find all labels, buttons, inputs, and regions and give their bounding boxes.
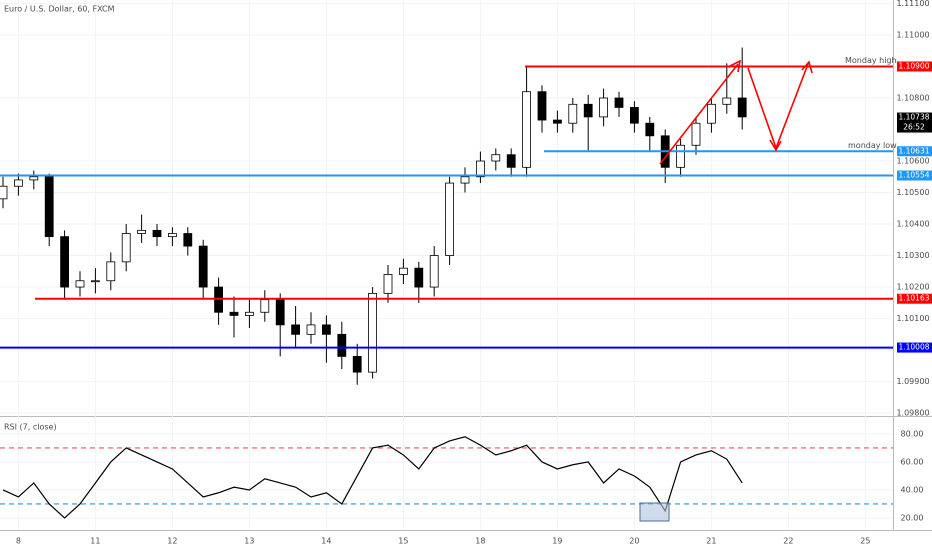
candle-body <box>306 324 316 335</box>
arrows <box>659 59 813 165</box>
candle-body <box>460 176 470 184</box>
rsi-tick-label: 80.00 <box>901 429 924 438</box>
candle-body <box>645 122 655 137</box>
candle-body <box>352 355 362 373</box>
x-tick-label: 18 <box>475 537 485 546</box>
candle-body <box>275 299 285 326</box>
candle-body <box>676 144 685 168</box>
x-tick-label: 12 <box>167 537 177 546</box>
candle-body <box>491 154 501 162</box>
level-tag <box>897 342 932 353</box>
rsi-line <box>2 436 743 519</box>
rsi-title: RSI (7, close) <box>4 423 57 432</box>
x-tick-label: 11 <box>90 537 100 546</box>
y-tick-label: 1.10800 <box>896 93 929 102</box>
y-tick-label: 1.10100 <box>896 314 929 323</box>
highlight-box <box>639 502 670 522</box>
candle-body <box>183 233 193 247</box>
x-tick-label: 14 <box>321 537 331 546</box>
level-tag <box>897 146 932 157</box>
rsi-tick-label: 20.00 <box>901 513 924 522</box>
y-tick-label: 1.10400 <box>896 220 929 229</box>
candle-body <box>198 245 208 288</box>
x-tick-label: 8 <box>16 537 21 546</box>
candle-body <box>106 261 116 282</box>
candle-body <box>614 97 624 108</box>
countdown-text: 26:52 <box>903 123 925 132</box>
candle-body <box>599 97 608 118</box>
candle-body <box>0 185 8 200</box>
x-tick-label: 19 <box>552 537 562 546</box>
candle-body <box>13 179 23 187</box>
candle-body <box>553 119 562 124</box>
rsi-tick-label: 40.00 <box>901 485 924 494</box>
candle-body <box>707 103 716 124</box>
candle-body <box>137 229 147 234</box>
candle-body <box>506 154 516 168</box>
candle-body <box>44 176 54 238</box>
level-tag <box>897 293 932 304</box>
y-tick-label: 1.10500 <box>896 188 929 197</box>
candle-body <box>737 97 747 118</box>
candle-body <box>537 91 547 121</box>
candle-body <box>383 274 393 294</box>
level-tag-text: 1.10554 <box>898 171 929 180</box>
level-annotation: monday low <box>848 141 897 150</box>
level-tag-text: 1.10631 <box>898 146 929 155</box>
candle-body <box>568 103 578 124</box>
candle-body <box>75 280 85 288</box>
candle-body <box>229 311 239 316</box>
y-tick-label: 1.11000 <box>896 30 929 39</box>
candle-body <box>475 160 485 178</box>
candle-body <box>722 97 732 105</box>
y-tick-label: 1.09900 <box>896 377 929 386</box>
level-tag <box>897 170 932 181</box>
y-tick-label: 1.10300 <box>896 251 929 260</box>
x-tick-label: 22 <box>783 537 793 546</box>
candle-body <box>244 311 254 316</box>
y-tick-label: 1.10600 <box>896 157 929 166</box>
candle-body <box>414 267 424 288</box>
candle-body <box>429 255 439 288</box>
candle-body <box>445 182 455 256</box>
candle-body <box>321 324 331 335</box>
candle-body <box>60 236 69 288</box>
candle-body <box>691 122 701 146</box>
candle-body <box>398 267 408 275</box>
x-tick-label: 25 <box>860 537 870 546</box>
candle-body <box>152 229 162 238</box>
candle-body <box>337 333 347 357</box>
level-tag-text: 1.10900 <box>898 61 929 70</box>
x-tick-label: 20 <box>629 537 639 546</box>
candle-body <box>630 107 639 124</box>
x-tick-label: 15 <box>398 537 408 546</box>
level-annotation: Monday high <box>845 56 897 65</box>
chart-title: Euro / U.S. Dollar, 60, FXCM <box>4 5 115 14</box>
candle-body <box>291 324 301 335</box>
candle-body <box>368 292 378 373</box>
rsi-tick-label: 60.00 <box>901 457 924 466</box>
candle-body <box>167 233 177 238</box>
candle-body <box>121 233 131 263</box>
y-tick-label: 1.09800 <box>896 409 929 418</box>
level-tag <box>897 61 932 72</box>
x-tick-label: 21 <box>706 537 716 546</box>
last-price-text: 1.10738 <box>898 113 929 122</box>
candle-body <box>91 280 100 283</box>
x-tick-label: 13 <box>244 537 254 546</box>
last-price-tag <box>897 112 932 133</box>
candle-body <box>29 176 39 181</box>
y-tick-label: 1.11100 <box>896 0 929 8</box>
candle-body <box>522 91 531 168</box>
y-tick-label: 1.10200 <box>896 283 929 292</box>
level-tag-text: 1.10008 <box>898 343 929 352</box>
candle-body <box>583 103 593 118</box>
level-tag-text: 1.10163 <box>898 294 929 303</box>
candle-body <box>260 299 270 313</box>
